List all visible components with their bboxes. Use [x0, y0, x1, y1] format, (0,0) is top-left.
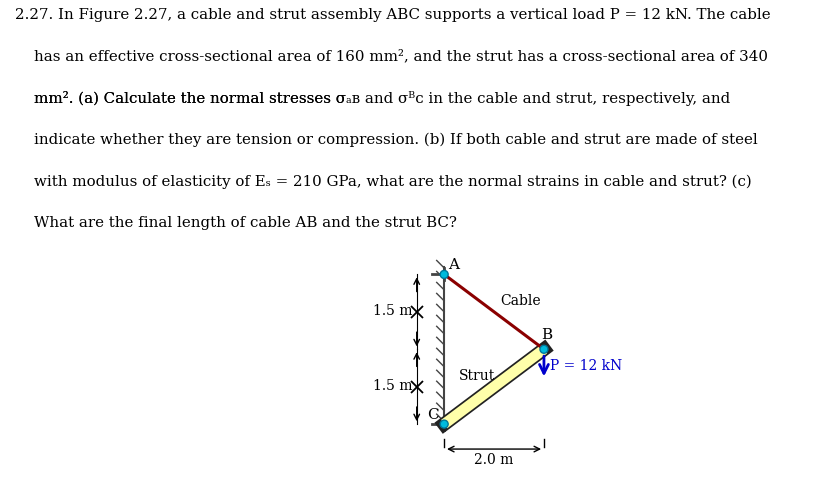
- Text: B: B: [541, 328, 552, 342]
- Circle shape: [440, 271, 448, 278]
- Text: 1.5 m: 1.5 m: [373, 379, 412, 393]
- Circle shape: [440, 420, 448, 428]
- Text: mm². (a) Calculate the normal stresses σ: mm². (a) Calculate the normal stresses σ: [15, 91, 345, 105]
- Text: Cable: Cable: [499, 294, 540, 308]
- Text: 2.0 m: 2.0 m: [474, 453, 513, 467]
- Text: 2.27. In Figure 2.27, a cable and strut assembly ABC supports a vertical load P : 2.27. In Figure 2.27, a cable and strut …: [15, 8, 769, 22]
- Text: 1.5 m: 1.5 m: [373, 304, 412, 318]
- Text: P = 12 kN: P = 12 kN: [549, 359, 622, 373]
- Text: A: A: [447, 258, 458, 272]
- Circle shape: [539, 345, 547, 354]
- Text: has an effective cross-sectional area of 160 mm², and the strut has a cross-sect: has an effective cross-sectional area of…: [15, 50, 767, 64]
- Text: indicate whether they are tension or compression. (b) If both cable and strut ar: indicate whether they are tension or com…: [15, 133, 757, 147]
- Text: What are the final length of cable AB and the strut BC?: What are the final length of cable AB an…: [15, 216, 456, 230]
- Text: with modulus of elasticity of Eₛ = 210 GPa, what are the normal strains in cable: with modulus of elasticity of Eₛ = 210 G…: [15, 174, 751, 189]
- Text: C: C: [426, 408, 438, 422]
- Text: Strut: Strut: [459, 369, 495, 383]
- Text: mm². (a) Calculate the normal stresses σₐʙ and σᴮᴄ in the cable and strut, respe: mm². (a) Calculate the normal stresses σ…: [15, 91, 729, 106]
